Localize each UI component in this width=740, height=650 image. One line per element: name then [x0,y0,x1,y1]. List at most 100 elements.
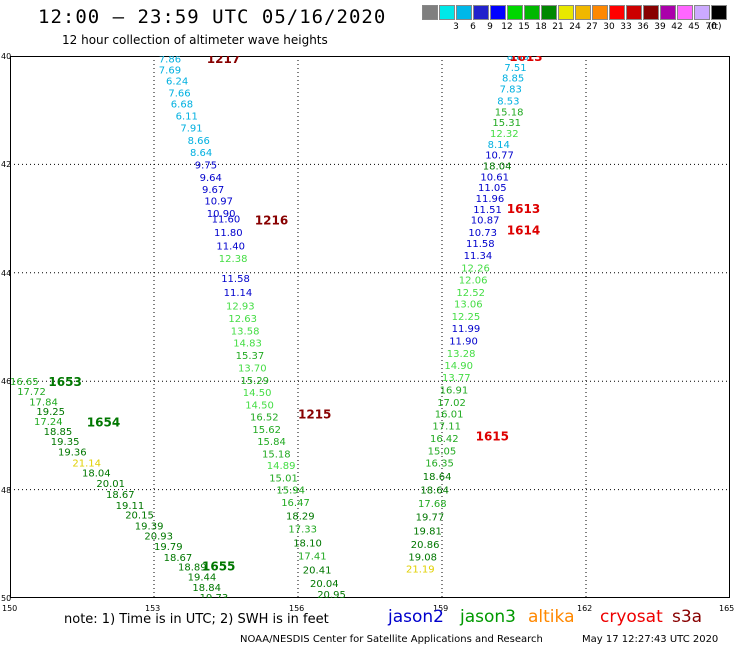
satellite-legend-s3a: s3a [672,607,703,627]
wave-height-value: 18.10 [293,539,322,550]
wave-height-value: 19.73 [200,593,229,598]
wave-height-value: 7.86 [159,56,181,66]
wave-height-value: 18.85 [44,427,73,438]
legend-value: 15 [518,22,530,32]
wave-height-value: 8.64 [190,148,212,159]
wave-height-value: 11.58 [221,274,250,285]
pass-time-label: 1613 [509,56,542,64]
legend-value: 6 [470,22,476,32]
legend-swatch [422,5,438,20]
lon-tick-label: 159 [433,604,449,613]
wave-height-value: 15.05 [428,447,457,458]
wave-height-value: 16.42 [430,434,459,445]
wave-height-value: 9.64 [200,173,222,184]
wave-height-value: 17.24 [34,417,63,428]
legend-value: 24 [569,22,581,32]
wave-height-value: 15.18 [262,449,291,460]
wave-height-value: 11.80 [214,228,243,239]
legend-value: 30 [603,22,615,32]
wave-height-value: 12.32 [490,129,519,140]
wave-height-value: 14.90 [444,361,473,372]
wave-height-value: 13.70 [238,364,267,375]
wave-height-value: 10.87 [471,216,500,227]
legend-value: 39 [654,22,666,32]
wave-height-value: 13.77 [442,373,471,384]
wave-height-value: 13.06 [454,300,483,311]
wave-height-value: 6.68 [171,100,193,111]
wave-height-value: 14.89 [267,461,296,472]
legend-unit: (ft) [708,22,722,32]
wave-height-value: 8.66 [188,136,210,147]
wave-height-value: 14.50 [245,401,274,412]
lon-tick-label: 156 [289,604,305,613]
timestamp: May 17 12:27:43 UTC 2020 [582,634,719,645]
wave-height-value: 7.66 [168,88,190,99]
wave-height-value: 7.51 [504,63,526,74]
wave-height-value: 7.69 [159,66,181,77]
wave-height-value: 18.84 [192,583,221,594]
wave-height-value: 19.36 [58,448,87,459]
note-text: note: 1) Time is in UTC; 2) SWH is in fe… [64,612,329,627]
legend-swatch [473,5,489,20]
wave-height-value: 17.84 [29,397,58,408]
legend-swatch [490,5,506,20]
wave-height-value: 17.72 [17,387,46,398]
wave-height-value: 12.38 [219,254,248,265]
legend-swatch [439,5,455,20]
wave-height-value: 10.73 [468,228,497,239]
wave-height-value: 19.77 [416,513,445,524]
wave-height-value: 12.93 [226,301,255,312]
legend-swatch [575,5,591,20]
wave-height-value: 11.40 [216,242,245,253]
wave-height-value: 17.11 [432,422,461,433]
wave-height-value: 16.47 [281,498,310,509]
wave-height-value: 16.01 [435,410,464,421]
lat-tick-label: 50 [1,594,12,603]
wave-height-value: 11.05 [478,183,507,194]
wave-height-value: 6.11 [176,112,198,123]
wave-height-value: 14.83 [233,339,262,350]
wave-height-value: 11.96 [476,194,505,205]
legend-swatch [541,5,557,20]
wave-height-value: 19.11 [116,501,145,512]
wave-height-value: 16.35 [425,459,454,470]
wave-height-value: 20.15 [125,511,154,522]
legend-swatch [694,5,710,20]
wave-height-value: 15.29 [240,376,269,387]
pass-time-label: 1614 [507,223,540,237]
wave-height-value: 19.08 [408,552,437,563]
wave-height-value: 18.67 [164,553,193,564]
wave-height-value: 18.04 [483,161,512,172]
legend-value: 12 [501,22,513,32]
legend-value: 33 [620,22,632,32]
wave-height-value: 16.65 [10,377,39,388]
wave-height-value: 21.14 [72,459,101,470]
legend-swatch [711,5,727,20]
wave-height-value: 8.14 [488,140,510,151]
wave-height-value: 12.06 [459,275,488,286]
wave-height-value: 15.62 [252,425,281,436]
legend-value: 42 [671,22,683,32]
wave-height-value: 20.86 [411,540,440,551]
wave-height-value: 20.04 [310,579,339,590]
lat-tick-label: 48 [1,485,12,495]
pass-time-label: 1615 [476,429,509,443]
legend-value: 18 [535,22,547,32]
wave-height-value: 20.01 [96,479,125,490]
wave-height-value: 15.01 [269,474,298,485]
page-title: 12:00 – 23:59 UTC 05/16/2020 [38,6,387,28]
legend-swatch [524,5,540,20]
wave-height-value: 11.99 [452,324,481,335]
satellite-legend-cryosat: cryosat [600,607,663,627]
pass-time-label: 1216 [255,214,288,228]
wave-height-value: 18.64 [423,472,452,483]
lon-tick-label: 150 [2,604,18,613]
pass-time-label: 1613 [507,202,540,216]
legend-swatch [609,5,625,20]
wave-height-value: 13.58 [231,326,260,337]
wave-height-value: 8.53 [497,96,519,107]
satellite-legend-altika: altika [528,607,575,627]
wave-height-value: 20.95 [317,590,346,598]
lat-tick-label: 42 [1,160,12,170]
legend-value: 9 [487,22,493,32]
